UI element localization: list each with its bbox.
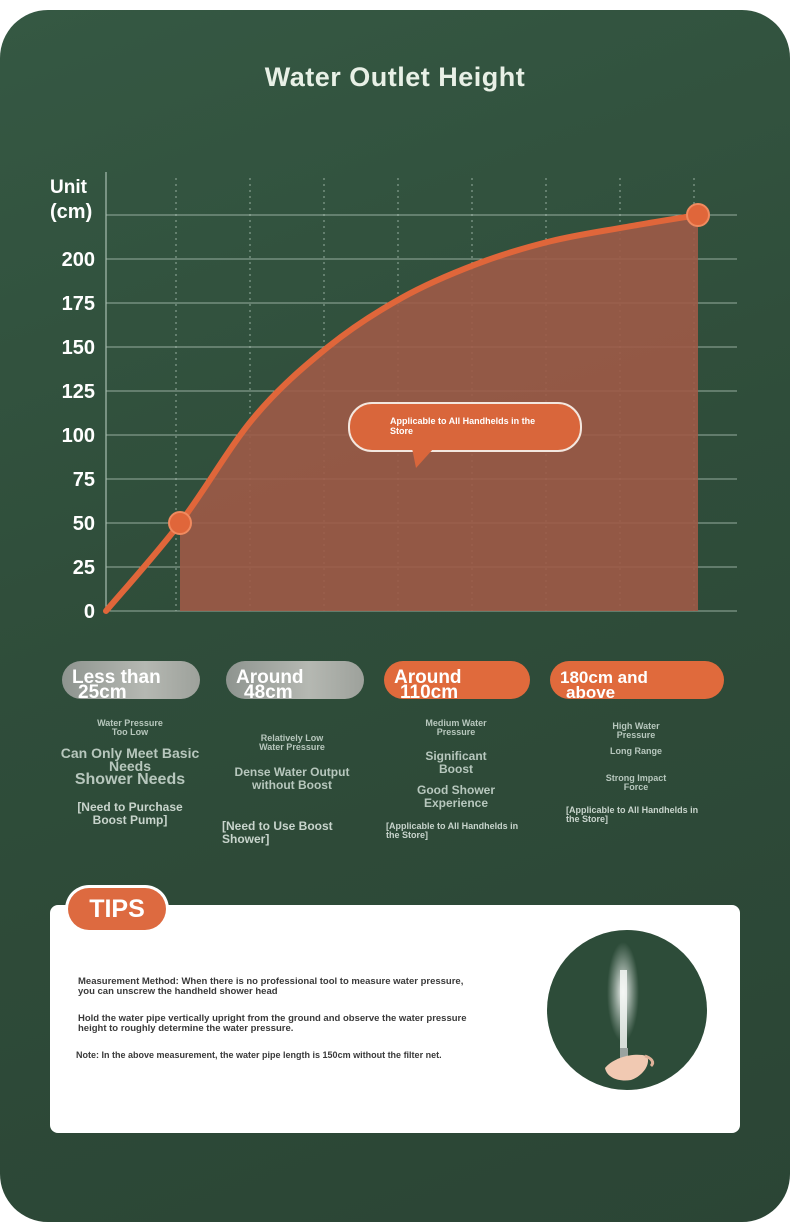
category-4-details: High Water Pressure Long Range Strong Im…	[566, 722, 706, 834]
category-3-label-line1: Around	[394, 667, 462, 688]
category-3-line3: Good Shower Experience	[417, 783, 495, 810]
category-2-note: [Need to Use Boost Shower]	[222, 819, 333, 846]
category-4-label-line2: above	[566, 683, 616, 702]
category-pill-3: Around 110cm	[384, 661, 530, 703]
y-axis-unit-label: Unit (cm)	[50, 176, 92, 224]
category-pill-4: 180cm and above	[550, 661, 724, 702]
height-chart: 0 25 50 75 100 125 150 175 200	[62, 172, 737, 623]
y-tick-label: 25	[73, 557, 95, 579]
y-tick-label: 175	[62, 293, 95, 315]
category-pill-2: Around 48cm	[226, 661, 364, 703]
category-4-pressure: High Water Pressure	[612, 721, 660, 740]
tips-hold-pipe: Hold the water pipe vertically upright f…	[78, 1013, 467, 1034]
annotation-tail	[412, 448, 434, 468]
category-1-pressure: Water Pressure Too Low	[97, 718, 163, 737]
category-1-line3: Shower Needs	[74, 771, 186, 788]
hand-holding-pipe-with-water-jet-icon	[547, 930, 707, 1090]
tips-badge: TIPS	[68, 888, 166, 930]
y-tick-label: 100	[62, 425, 95, 447]
tips-measurement-method: Measurement Method: When there is no pro…	[78, 976, 464, 997]
y-tick-label: 200	[62, 249, 95, 271]
category-3-pressure: Medium Water Pressure	[425, 718, 487, 737]
category-pill-1: Less than 25cm	[62, 661, 200, 703]
y-tick-label: 125	[62, 381, 95, 403]
y-tick-label: 150	[62, 337, 95, 359]
page-title: Water Outlet Height	[264, 62, 526, 92]
y-tick-label: 75	[73, 469, 95, 491]
category-4-line2: Long Range	[610, 746, 662, 756]
chart-annotation-bubble: Applicable to All Handhelds in the Store	[348, 402, 582, 452]
category-1-label-line1: Less than	[72, 667, 161, 688]
category-3-line2: Significant Boost	[425, 749, 487, 776]
category-2-line2: Dense Water Output without Boost	[234, 765, 350, 792]
category-1-label-line2: 25cm	[78, 682, 127, 703]
category-4-note: [Applicable to All Handhelds in the Stor…	[566, 805, 699, 824]
category-1-line2: Can Only Meet Basic Needs	[60, 745, 200, 774]
chart-annotation-text: Applicable to All Handhelds in the Store	[390, 416, 536, 436]
category-2-label-line1: Around	[236, 667, 304, 688]
height-curve-line	[103, 212, 701, 614]
highlight-point-2	[686, 203, 710, 227]
category-2-details: Relatively Low Water Pressure Dense Wate…	[222, 734, 362, 856]
y-tick-label: 0	[84, 601, 95, 623]
category-1-note: [Need to Purchase Boost Pump]	[77, 800, 183, 827]
y-tick-label: 50	[73, 513, 95, 535]
category-3-note: [Applicable to All Handhelds in the Stor…	[386, 821, 519, 840]
category-3-details: Medium Water Pressure Significant Boost …	[386, 719, 526, 850]
tips-note: Note: In the above measurement, the wate…	[76, 1050, 442, 1060]
category-4-label-line1: 180cm and	[560, 668, 648, 687]
highlight-point-1	[168, 511, 192, 535]
y-axis-unit-word: Unit	[50, 177, 87, 198]
category-4-line3: Strong Impact Force	[605, 773, 667, 792]
category-2-label-line2: 48cm	[244, 682, 293, 703]
category-2-pressure: Relatively Low Water Pressure	[259, 733, 325, 752]
y-axis-unit-cm: (cm)	[50, 201, 93, 223]
category-1-details: Water Pressure Too Low Can Only Meet Bas…	[60, 719, 200, 837]
category-3-label-line2: 110cm	[400, 682, 459, 703]
